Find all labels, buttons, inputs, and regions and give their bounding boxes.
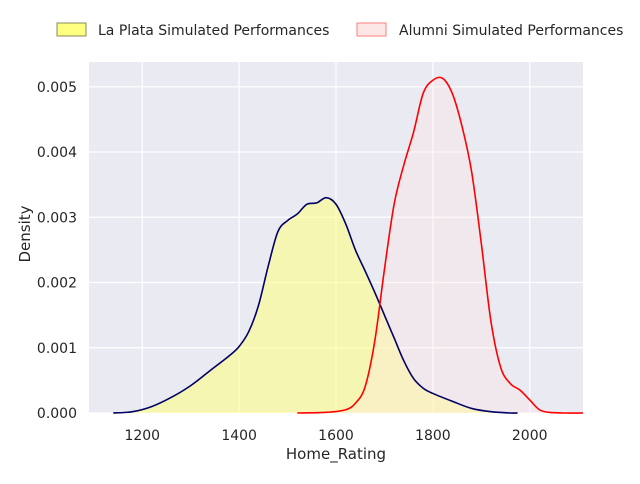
series-line-1 <box>297 76 584 414</box>
series-area-0 <box>113 197 518 414</box>
series-area-1 <box>297 77 583 414</box>
x-tick-label: 1400 <box>221 428 257 444</box>
x-tick-label: 2000 <box>512 428 548 444</box>
y-tick-label: 0.004 <box>37 145 77 161</box>
legend-label-la-plata: La Plata Simulated Performances <box>98 23 329 39</box>
y-axis-label: Density <box>16 205 34 262</box>
series-line-0 <box>113 196 518 414</box>
y-tick-label: 0.000 <box>37 406 77 422</box>
y-tick-label: 0.001 <box>37 341 77 357</box>
x-tick-label: 1600 <box>318 428 354 444</box>
y-tick-label: 0.003 <box>37 210 77 226</box>
y-tick-label: 0.002 <box>37 276 77 292</box>
x-tick-label: 1800 <box>415 428 451 444</box>
legend-swatch-la-plata <box>56 22 87 37</box>
legend-swatch-alumni <box>356 22 387 37</box>
legend-label-alumni: Alumni Simulated Performances <box>399 23 623 39</box>
x-axis-label: Home_Rating <box>286 445 386 464</box>
legend: La Plata Simulated Performances Alumni S… <box>56 22 623 39</box>
ticks: 1200 1400 1600 1800 2000 0.000 0.001 0.002 0.003… <box>37 80 548 444</box>
areas <box>113 76 584 414</box>
x-tick-label: 1200 <box>124 428 160 444</box>
y-tick-label: 0.005 <box>37 80 77 96</box>
